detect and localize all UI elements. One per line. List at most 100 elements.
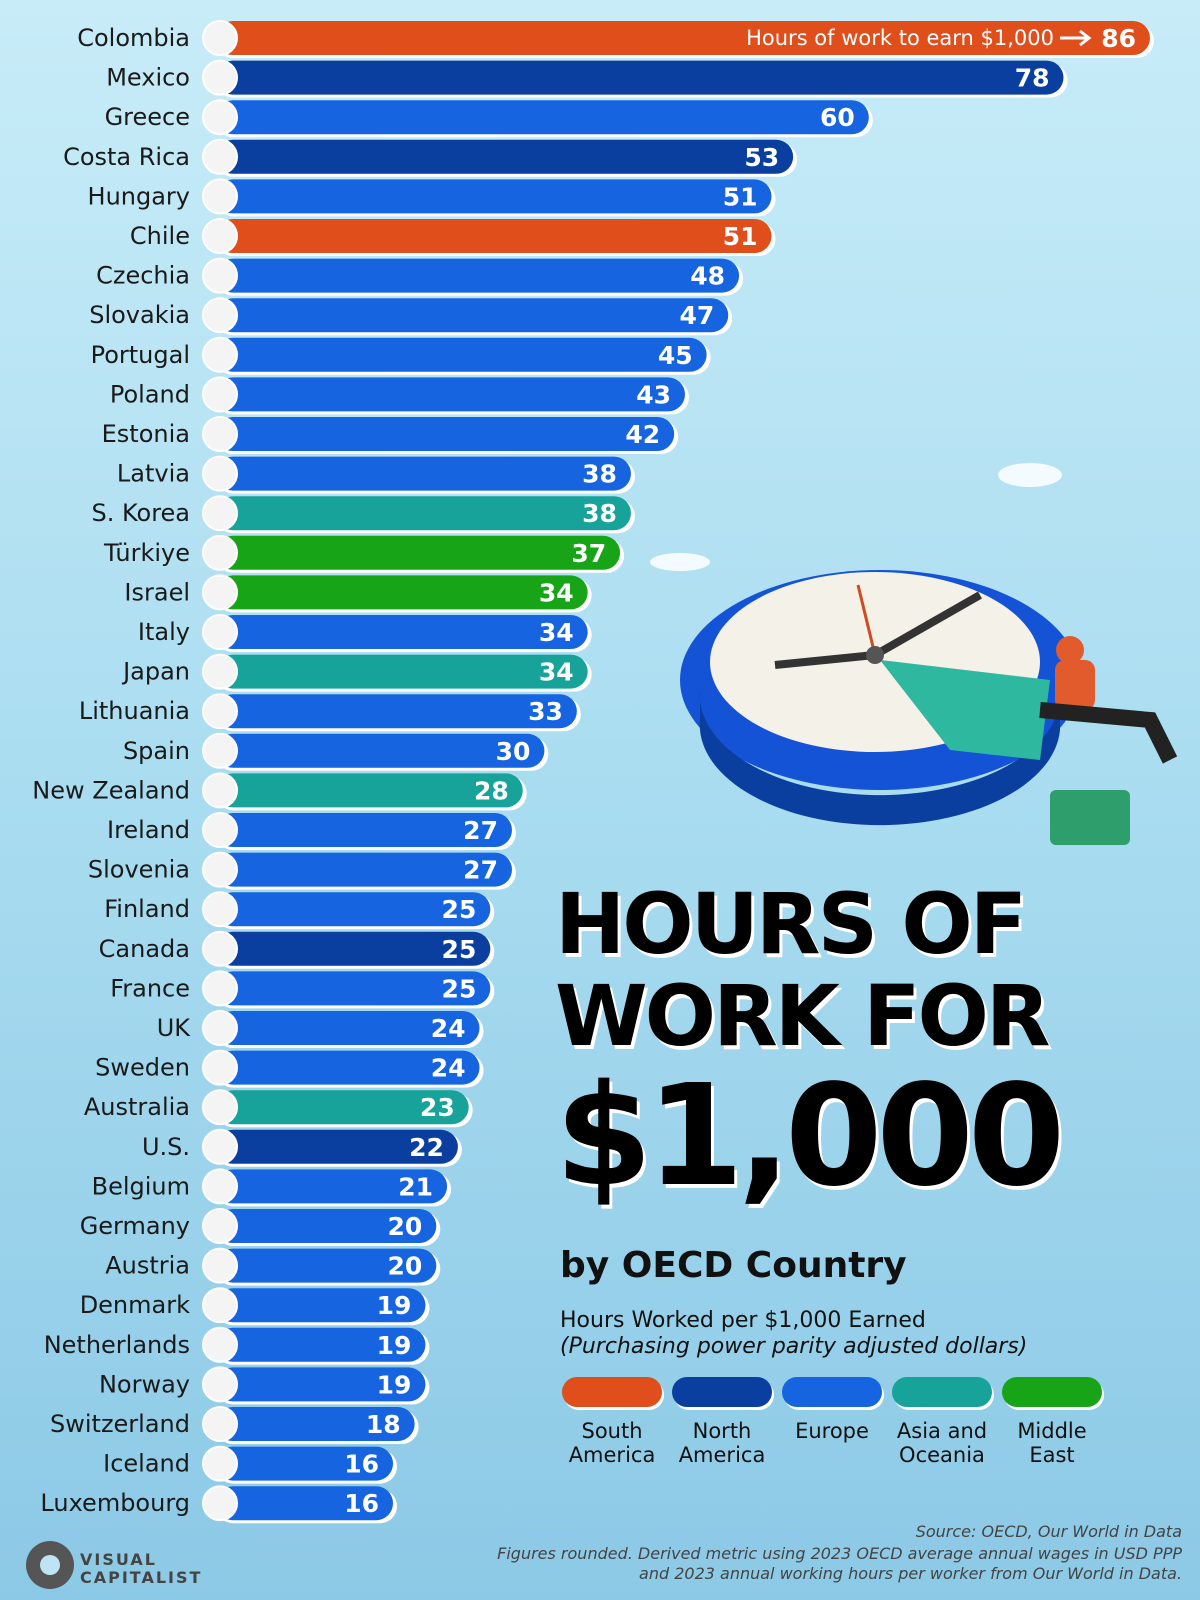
flag [202, 1010, 238, 1046]
title-line: HOURS OF WORK FOR [555, 875, 1051, 1065]
illustration [650, 463, 1178, 845]
bar [216, 139, 794, 174]
bar [216, 1248, 437, 1283]
bar [216, 1129, 458, 1164]
source: Source: OECD, Our World in Data [915, 1522, 1182, 1541]
brand: VISUAL CAPITALIST [80, 1550, 203, 1587]
bar [216, 1407, 415, 1441]
category-label: Italy [138, 618, 190, 646]
bar [216, 377, 685, 412]
category-label: Lithuania [79, 697, 190, 725]
bar [216, 100, 869, 135]
value-label: 60 [820, 103, 855, 132]
value-label: 33 [528, 697, 563, 726]
category-label: Belgium [92, 1172, 190, 1200]
annotation: Hours of work to earn $1,000 [746, 26, 1054, 50]
flag [202, 218, 238, 254]
value-label: 34 [539, 658, 574, 687]
legend-swatch [1002, 1377, 1102, 1407]
category-label: Colombia [77, 24, 190, 52]
value-label: 25 [442, 974, 477, 1003]
bar [216, 219, 772, 253]
flag [202, 1128, 238, 1165]
value-label: 18 [366, 1410, 401, 1439]
bar [216, 179, 772, 214]
value-label: 19 [377, 1370, 412, 1399]
flag [202, 1326, 238, 1363]
category-label: Greece [105, 103, 190, 131]
category-label: Mexico [106, 64, 190, 92]
bar [216, 60, 1064, 95]
legend-swatch [782, 1377, 882, 1407]
category-label: Chile [130, 222, 190, 250]
flag [202, 851, 238, 888]
value-label: 38 [582, 499, 617, 528]
flag [202, 495, 238, 532]
bar [216, 654, 588, 689]
bar [216, 773, 523, 808]
category-label: Slovakia [89, 301, 190, 329]
bar [216, 337, 707, 372]
category-label: Costa Rica [63, 143, 190, 171]
category-label: Slovenia [88, 856, 190, 884]
flag [202, 772, 238, 809]
category-label: Portugal [91, 341, 190, 369]
bar [216, 931, 491, 966]
category-label: U.S. [142, 1133, 190, 1161]
bar [216, 615, 588, 649]
flag [202, 574, 238, 611]
flag [202, 653, 238, 690]
value-label: 25 [442, 895, 477, 924]
value-label: 37 [571, 539, 606, 568]
flag [202, 812, 238, 848]
category-label: Spain [123, 737, 190, 765]
category-label: France [110, 974, 190, 1002]
flag [202, 1287, 238, 1324]
value-label: 20 [387, 1252, 422, 1281]
category-label: Germany [80, 1212, 190, 1240]
category-label: Australia [84, 1093, 190, 1121]
value-label: 48 [690, 262, 725, 291]
bar [216, 694, 577, 729]
bar [216, 21, 1150, 55]
legend-item: Asia and Oceania [892, 1377, 992, 1467]
value-label: 30 [496, 737, 531, 766]
flag [202, 1168, 238, 1205]
flag [202, 1485, 238, 1522]
category-label: Poland [110, 380, 190, 408]
legend-swatch [562, 1377, 662, 1407]
legend-item: Europe [782, 1377, 882, 1443]
flag [202, 614, 238, 650]
flag [202, 257, 238, 294]
flag [202, 891, 238, 928]
bar [216, 892, 491, 927]
legend-label: Middle East [1017, 1419, 1087, 1467]
value-label: 53 [744, 143, 779, 172]
flag [202, 455, 238, 492]
bar [216, 1209, 437, 1243]
bar [216, 971, 491, 1006]
flag [202, 1445, 238, 1482]
value-label: 38 [582, 460, 617, 489]
bar [216, 1327, 426, 1362]
value-label: 28 [474, 776, 509, 805]
legend-swatch [672, 1377, 772, 1407]
value-label: 24 [431, 1054, 466, 1083]
bar [216, 733, 545, 768]
legend-label: Europe [795, 1419, 869, 1443]
bar [216, 852, 512, 887]
value-label: 34 [539, 618, 574, 647]
value-label: 86 [1101, 24, 1136, 53]
category-label: Israel [124, 578, 190, 606]
axis-label: Hours Worked per $1,000 Earned [560, 1308, 926, 1333]
flag [202, 178, 238, 215]
legend-item: South America [562, 1377, 662, 1467]
annotation-arrow [1060, 29, 1092, 47]
flag [202, 416, 238, 452]
title-line: $1,000 [555, 1055, 1065, 1218]
flag [202, 1366, 238, 1403]
category-label: UK [157, 1014, 192, 1042]
subtitle: by OECD Country [560, 1245, 907, 1286]
category-label: Canada [99, 935, 190, 963]
